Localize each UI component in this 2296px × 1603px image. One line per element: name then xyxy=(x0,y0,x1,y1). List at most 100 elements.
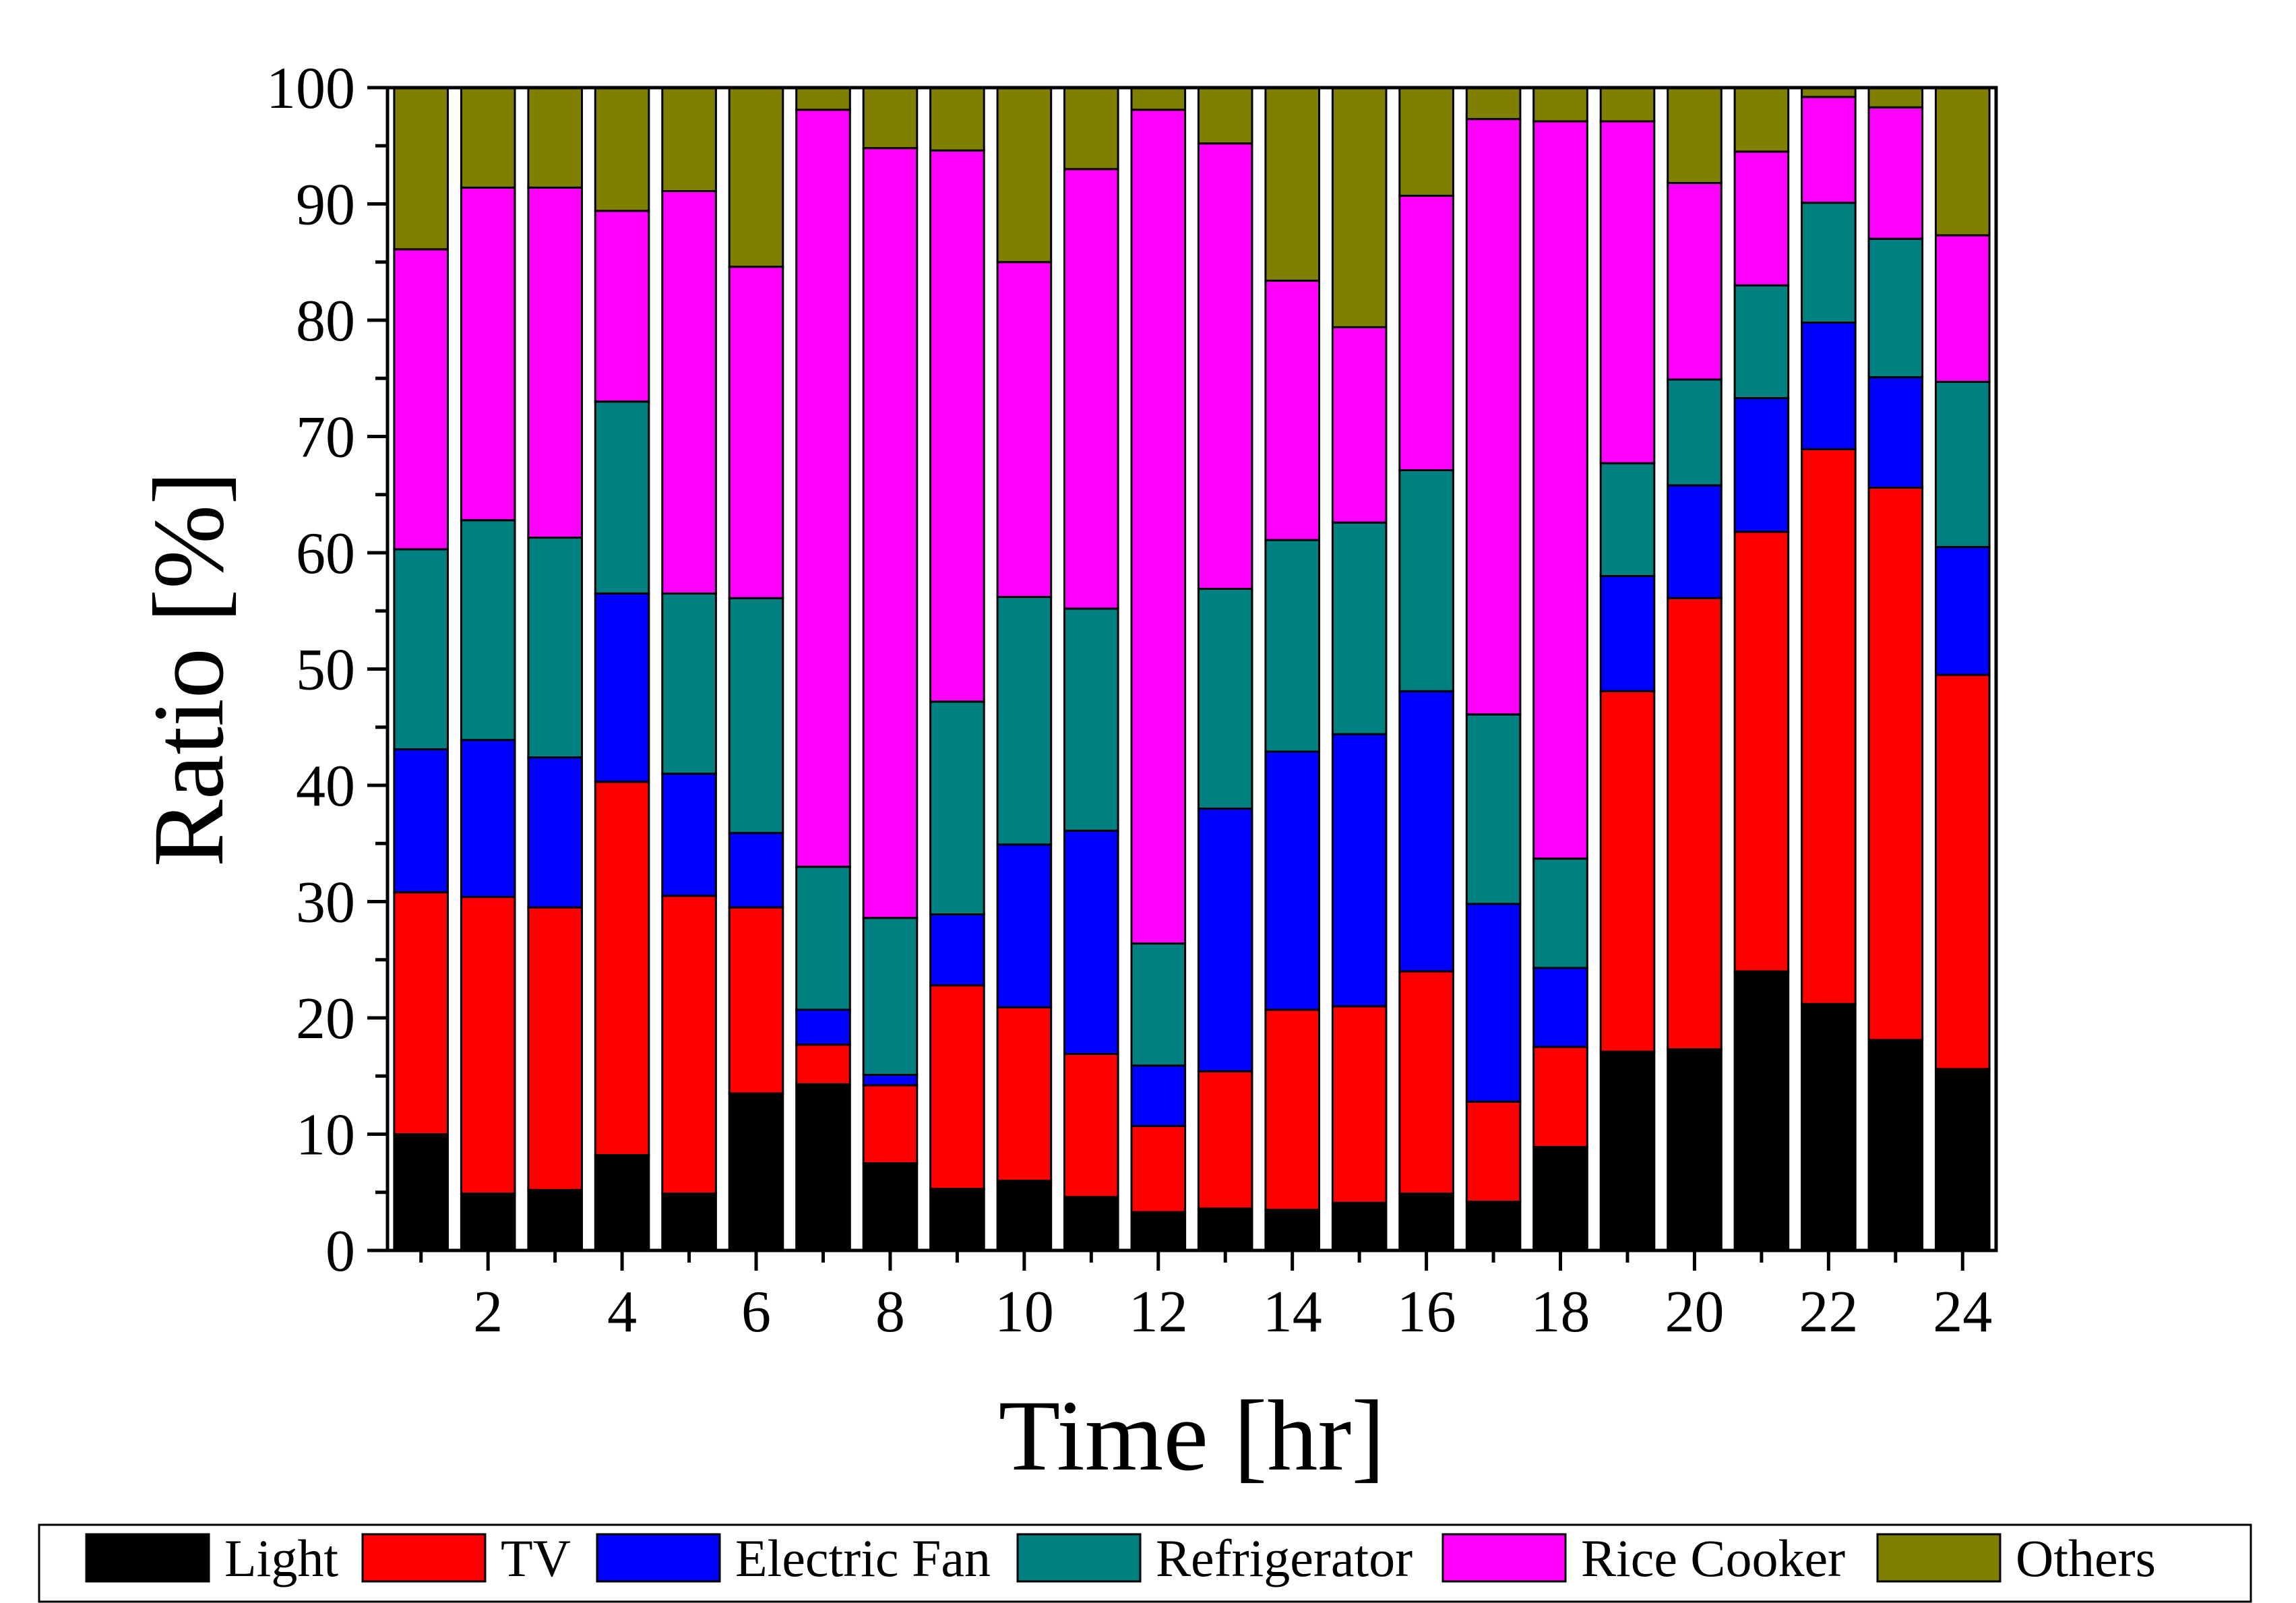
bar-rice-cooker-hr-14 xyxy=(1264,279,1321,541)
y-tick-label: 50 xyxy=(296,638,355,703)
y-axis-title: Ratio [%] xyxy=(133,471,245,867)
bar-rice-cooker-hr-11 xyxy=(1063,168,1119,610)
y-tick-label: 20 xyxy=(296,986,355,1052)
bar-tv-hr-24 xyxy=(1935,673,1991,1070)
bar-tv-hr-16 xyxy=(1398,970,1454,1194)
bar-electric-fan-hr-4 xyxy=(594,592,650,783)
bar-refrigerator-hr-21 xyxy=(1733,284,1790,400)
bar-tv-hr-17 xyxy=(1465,1100,1522,1203)
bar-refrigerator-hr-8 xyxy=(862,917,919,1076)
bar-electric-fan-hr-3 xyxy=(527,756,584,909)
bar-rice-cooker-hr-2 xyxy=(460,186,516,522)
bar-electric-fan-hr-15 xyxy=(1331,733,1388,1008)
y-tick-label: 60 xyxy=(296,521,355,586)
x-tick-label: 18 xyxy=(1531,1279,1590,1345)
bar-light-hr-10 xyxy=(996,1180,1053,1252)
bar-light-hr-5 xyxy=(661,1192,717,1252)
legend-label: Rice Cooker xyxy=(1581,1529,1845,1587)
y-tick-label: 70 xyxy=(296,405,355,471)
bar-others-hr-18 xyxy=(1532,86,1588,123)
bar-rice-cooker-hr-10 xyxy=(996,261,1053,599)
bar-tv-hr-3 xyxy=(527,906,584,1191)
bar-rice-cooker-hr-19 xyxy=(1599,120,1656,464)
bar-others-hr-12 xyxy=(1130,86,1187,111)
x-tick-label: 16 xyxy=(1397,1279,1456,1345)
bar-others-hr-20 xyxy=(1667,86,1723,184)
x-tick-label: 2 xyxy=(473,1279,503,1345)
legend-swatch-light xyxy=(85,1533,210,1583)
bar-electric-fan-hr-11 xyxy=(1063,829,1119,1056)
bar-refrigerator-hr-4 xyxy=(594,400,650,595)
legend-label: Light xyxy=(224,1529,338,1587)
bar-tv-hr-1 xyxy=(393,891,449,1135)
bar-others-hr-21 xyxy=(1733,86,1790,153)
bar-electric-fan-hr-23 xyxy=(1867,376,1924,489)
bars-layer xyxy=(393,86,1991,1252)
bar-electric-fan-hr-13 xyxy=(1197,808,1253,1072)
bar-electric-fan-hr-18 xyxy=(1532,967,1588,1048)
x-tick-label: 14 xyxy=(1263,1279,1322,1345)
bar-light-hr-18 xyxy=(1532,1146,1588,1252)
x-axis-title: Time [hr] xyxy=(999,1380,1386,1492)
bar-light-hr-11 xyxy=(1063,1196,1119,1252)
bar-light-hr-19 xyxy=(1599,1050,1656,1252)
bar-light-hr-22 xyxy=(1801,1002,1857,1252)
y-tick-label: 90 xyxy=(296,173,355,238)
bar-electric-fan-hr-2 xyxy=(460,739,516,899)
x-axis: 2 4 6 8 10 12 14 16 18 20 22 24 xyxy=(419,1250,1992,1345)
bar-refrigerator-hr-20 xyxy=(1667,378,1723,487)
bar-rice-cooker-hr-8 xyxy=(862,147,919,919)
bar-others-hr-14 xyxy=(1264,86,1321,282)
bar-refrigerator-hr-10 xyxy=(996,596,1053,846)
bar-others-hr-15 xyxy=(1331,86,1388,328)
bar-tv-hr-2 xyxy=(460,896,516,1194)
bar-electric-fan-hr-7 xyxy=(795,1008,851,1046)
bar-tv-hr-14 xyxy=(1264,1008,1321,1211)
bar-rice-cooker-hr-12 xyxy=(1130,109,1187,945)
bar-rice-cooker-hr-15 xyxy=(1331,326,1388,524)
bar-tv-hr-7 xyxy=(795,1044,851,1085)
bar-others-hr-7 xyxy=(795,86,851,111)
bar-rice-cooker-hr-17 xyxy=(1465,118,1522,716)
bar-electric-fan-hr-5 xyxy=(661,773,717,897)
y-tick-label: 80 xyxy=(296,289,355,354)
bar-electric-fan-hr-10 xyxy=(996,843,1053,1008)
bar-rice-cooker-hr-6 xyxy=(728,266,784,599)
bar-tv-hr-21 xyxy=(1733,531,1790,973)
bar-rice-cooker-hr-1 xyxy=(393,248,449,551)
bar-refrigerator-hr-22 xyxy=(1801,202,1857,324)
bar-light-hr-16 xyxy=(1398,1192,1454,1252)
bar-refrigerator-hr-1 xyxy=(393,548,449,750)
bar-others-hr-1 xyxy=(393,86,449,251)
y-tick-label: 30 xyxy=(296,870,355,936)
bar-light-hr-20 xyxy=(1667,1048,1723,1252)
legend-swatch-refrigerator xyxy=(1016,1533,1142,1583)
bar-light-hr-4 xyxy=(594,1154,650,1252)
bar-refrigerator-hr-17 xyxy=(1465,713,1522,905)
bar-others-hr-24 xyxy=(1935,86,1991,237)
bar-light-hr-8 xyxy=(862,1162,919,1252)
bar-electric-fan-hr-9 xyxy=(929,913,985,987)
bar-others-hr-3 xyxy=(527,86,584,189)
legend-swatch-electric-fan xyxy=(596,1533,721,1583)
y-tick-label: 0 xyxy=(325,1219,355,1284)
bar-light-hr-6 xyxy=(728,1092,784,1252)
bar-others-hr-11 xyxy=(1063,86,1119,171)
bar-others-hr-2 xyxy=(460,86,516,189)
bar-light-hr-14 xyxy=(1264,1209,1321,1252)
bar-electric-fan-hr-24 xyxy=(1935,545,1991,676)
bar-tv-hr-8 xyxy=(862,1084,919,1165)
legend-label: Refrigerator xyxy=(1156,1529,1413,1587)
bar-tv-hr-6 xyxy=(728,906,784,1095)
bar-others-hr-10 xyxy=(996,86,1053,264)
bar-tv-hr-19 xyxy=(1599,690,1656,1053)
bar-refrigerator-hr-18 xyxy=(1532,857,1588,969)
bar-rice-cooker-hr-18 xyxy=(1532,120,1588,860)
bar-light-hr-15 xyxy=(1331,1201,1388,1252)
bar-light-hr-24 xyxy=(1935,1068,1991,1252)
y-tick-label: 10 xyxy=(296,1103,355,1168)
bar-refrigerator-hr-12 xyxy=(1130,942,1187,1067)
bar-electric-fan-hr-6 xyxy=(728,832,784,909)
bar-refrigerator-hr-23 xyxy=(1867,237,1924,379)
